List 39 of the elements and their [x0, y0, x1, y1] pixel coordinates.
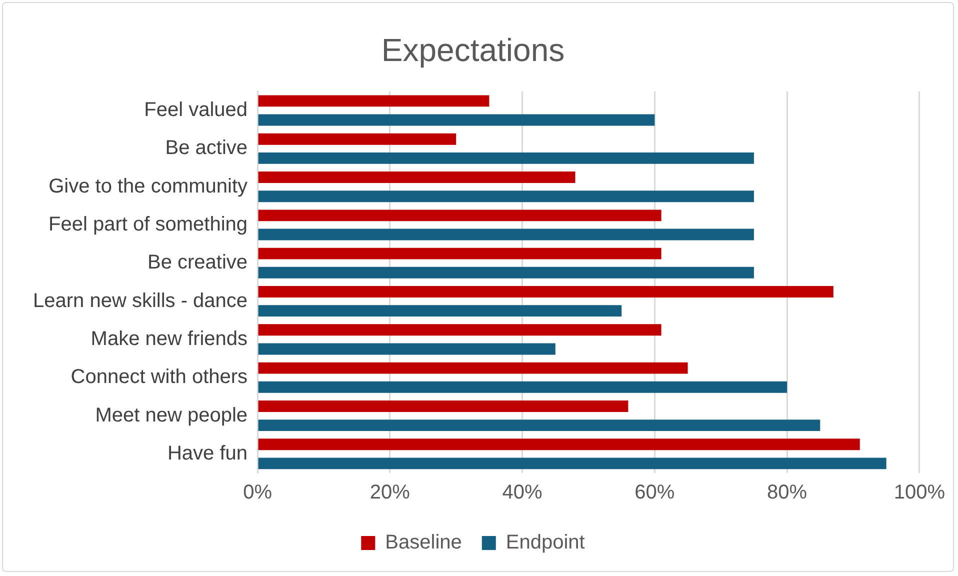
bar — [258, 381, 788, 393]
legend-label: Baseline — [385, 532, 462, 554]
chart-title: Expectations — [381, 32, 565, 68]
y-tick-label: Meet new people — [95, 404, 248, 426]
bar — [258, 172, 576, 183]
bar — [258, 286, 834, 298]
bar — [258, 114, 655, 126]
bar — [258, 458, 886, 470]
bar — [258, 305, 622, 317]
legend-label: Endpoint — [506, 532, 586, 554]
bar — [258, 324, 662, 336]
x-tick-label: 20% — [370, 482, 410, 504]
bar — [258, 95, 490, 107]
bar — [258, 190, 754, 202]
y-tick-label: Give to the community — [48, 175, 248, 198]
bar — [258, 248, 662, 260]
bar — [258, 266, 754, 278]
x-tick-label: 80% — [767, 482, 808, 504]
y-tick-label: Make new friends — [90, 328, 248, 350]
bar — [258, 438, 860, 450]
x-tick-label: 40% — [502, 482, 543, 504]
y-tick-label: Feel valued — [144, 98, 248, 121]
bar — [258, 400, 628, 412]
bar — [258, 152, 754, 164]
y-tick-label: Feel part of something — [48, 213, 248, 236]
x-tick-label: 0% — [243, 482, 272, 504]
y-tick-label: Have fun — [167, 442, 248, 464]
y-tick-label: Learn new skills - dance — [32, 290, 248, 312]
y-tick-label: Be active — [165, 137, 248, 160]
bar — [258, 420, 820, 432]
y-tick-label: Be creative — [147, 252, 248, 274]
bar — [258, 133, 456, 145]
bar — [258, 228, 754, 240]
bar — [258, 343, 556, 355]
bar — [258, 362, 688, 374]
bar — [258, 210, 662, 222]
x-tick-label: 100% — [894, 482, 946, 504]
y-tick-label: Connect with others — [70, 366, 248, 388]
x-tick-label: 60% — [634, 482, 675, 504]
